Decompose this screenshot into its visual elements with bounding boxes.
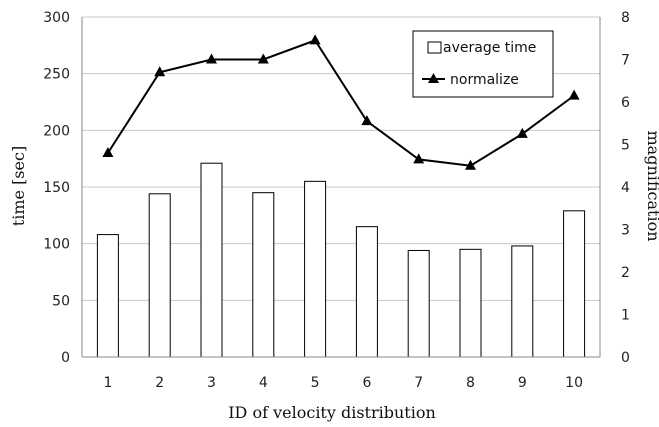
bars-average-time	[97, 163, 584, 357]
x-tick-label: 9	[518, 375, 527, 391]
point	[413, 153, 424, 163]
x-tick-label: 10	[565, 375, 583, 391]
y2-tick-label: 4	[621, 180, 630, 196]
x-tick-label: 8	[466, 375, 475, 391]
y-tick-label: 200	[43, 123, 70, 139]
bar	[356, 227, 377, 357]
y2-tick-label: 3	[621, 223, 630, 239]
point	[569, 90, 580, 100]
y2-tick-label: 2	[621, 265, 630, 281]
bar	[201, 163, 222, 357]
y-tick-label: 250	[43, 67, 70, 83]
legend-label-average-time: average time	[443, 40, 536, 56]
bar	[408, 250, 429, 357]
legend-label-normalize: normalize	[450, 72, 519, 88]
bar	[149, 194, 170, 357]
y-tick-label: 0	[61, 350, 70, 366]
y2-tick-label: 5	[621, 138, 630, 154]
bar	[512, 246, 533, 357]
bar	[253, 193, 274, 357]
x-axis-title: ID of velocity distribution	[228, 403, 436, 422]
x-tick-label: 4	[259, 375, 268, 391]
legend: average time normalize	[413, 31, 553, 97]
bar	[460, 249, 481, 357]
point	[310, 34, 321, 44]
y2-tick-label: 6	[621, 95, 630, 111]
x-tick-label: 5	[311, 375, 320, 391]
y-tick-label: 100	[43, 237, 70, 253]
bar	[97, 235, 118, 357]
x-tick-label: 7	[414, 375, 423, 391]
x-tick-label: 2	[155, 375, 164, 391]
y2-tick-label: 1	[621, 308, 630, 324]
y-tick-label: 150	[43, 180, 70, 196]
bar	[564, 211, 585, 357]
y-tick-label: 50	[52, 293, 70, 309]
y-tick-label: 300	[43, 10, 70, 26]
point	[517, 128, 528, 138]
y2-tick-label: 8	[621, 10, 630, 26]
x-tick-label: 6	[362, 375, 371, 391]
y2-tick-label: 0	[621, 350, 630, 366]
x-tick-label: 3	[207, 375, 216, 391]
x-tick-label: 1	[103, 375, 112, 391]
y2-tick-label: 7	[621, 53, 630, 69]
y2-axis-title: magnification	[644, 130, 659, 241]
y-axis-title: time [sec]	[9, 146, 28, 226]
legend-bar-swatch	[428, 42, 441, 53]
bar	[305, 181, 326, 357]
